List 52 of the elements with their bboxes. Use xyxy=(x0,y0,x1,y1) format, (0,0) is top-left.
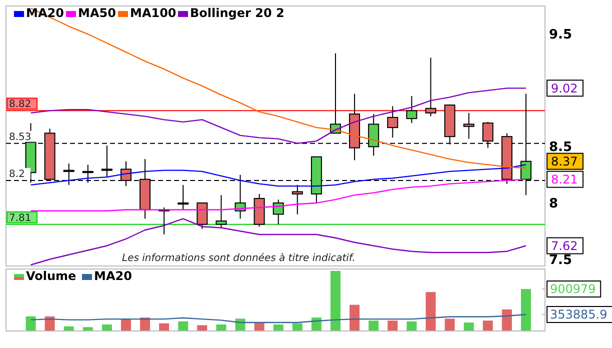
candlestick xyxy=(463,112,474,140)
legend-label: MA100 xyxy=(130,6,176,20)
y-tick-label: 900979 xyxy=(550,282,596,296)
bar xyxy=(26,316,36,331)
annotation: Les informations sont données à titre indicatif. xyxy=(122,253,356,264)
bar xyxy=(292,323,302,331)
y-tick-label: 7.5 xyxy=(549,252,572,268)
ref-line-label: 8.2 xyxy=(9,168,25,180)
bar xyxy=(216,324,226,331)
legend-label: MA50 xyxy=(78,6,116,20)
line-series xyxy=(30,88,527,144)
ref-line-label: 8.53 xyxy=(9,132,32,143)
bar xyxy=(368,320,379,331)
bar xyxy=(178,321,188,331)
annotation: 9.02 xyxy=(551,81,578,96)
candlestick xyxy=(63,163,74,186)
bar xyxy=(520,289,531,331)
annotation: 8.21 xyxy=(551,172,578,187)
candlestick xyxy=(425,57,436,117)
bar xyxy=(350,304,360,331)
candlestick xyxy=(292,184,303,215)
legend-label: Bollinger 20 2 xyxy=(190,6,284,20)
ref-line-label: 7.81 xyxy=(9,212,32,224)
annotation: 7.62 xyxy=(551,238,578,253)
bar xyxy=(426,292,436,331)
y-tick-label: 8 xyxy=(549,196,558,212)
bar xyxy=(464,322,474,331)
candlestick xyxy=(387,106,398,138)
bar xyxy=(197,325,208,331)
bar xyxy=(159,323,170,331)
bar xyxy=(330,270,340,331)
bar xyxy=(502,309,512,331)
bar xyxy=(273,324,284,331)
annotation: 8.37 xyxy=(551,154,578,169)
bar xyxy=(102,324,112,331)
candlestick xyxy=(216,194,227,228)
candlestick xyxy=(406,96,418,124)
y-tick-label: 353885.9 xyxy=(550,308,608,322)
legend-label: Volume xyxy=(26,269,76,283)
bar xyxy=(406,321,417,331)
legend-label: MA20 xyxy=(94,269,132,283)
y-tick-label: 8.5 xyxy=(549,140,572,156)
line-series xyxy=(30,218,527,266)
bar xyxy=(254,322,264,331)
candlestick xyxy=(178,184,189,210)
candlestick xyxy=(196,202,208,230)
bar xyxy=(444,318,455,331)
bar xyxy=(82,327,93,331)
y-tick-label: 9.5 xyxy=(549,28,572,43)
ref-line-label: 8.82 xyxy=(9,99,32,110)
bar xyxy=(388,320,398,331)
bar xyxy=(482,320,493,331)
